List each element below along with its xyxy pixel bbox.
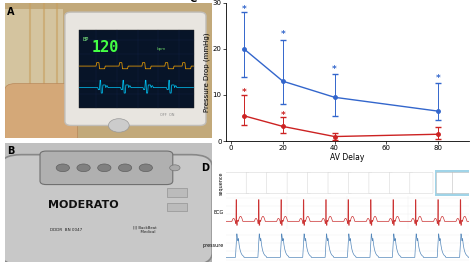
Text: *: * <box>241 88 246 97</box>
Text: *: * <box>436 74 440 83</box>
Circle shape <box>56 164 70 172</box>
FancyBboxPatch shape <box>369 172 392 193</box>
FancyBboxPatch shape <box>437 172 455 193</box>
Y-axis label: Pressure Drop (mmHg): Pressure Drop (mmHg) <box>203 32 210 112</box>
Text: *: * <box>280 30 285 39</box>
FancyBboxPatch shape <box>246 172 269 193</box>
Circle shape <box>77 164 90 172</box>
Text: ECG: ECG <box>213 210 223 215</box>
X-axis label: AV Delay: AV Delay <box>330 153 365 162</box>
Circle shape <box>170 165 180 171</box>
Text: ||| BackBeat
      Medical: ||| BackBeat Medical <box>133 226 157 234</box>
Text: OFF  ON: OFF ON <box>160 113 175 117</box>
FancyBboxPatch shape <box>410 172 433 193</box>
Circle shape <box>139 164 153 172</box>
FancyBboxPatch shape <box>40 151 173 184</box>
FancyBboxPatch shape <box>65 12 206 125</box>
FancyBboxPatch shape <box>0 155 212 265</box>
Circle shape <box>98 164 111 172</box>
Text: B: B <box>7 146 14 156</box>
FancyBboxPatch shape <box>226 172 249 193</box>
Bar <box>5 9 63 124</box>
Text: C: C <box>189 0 196 4</box>
Bar <box>80 30 193 108</box>
Text: *: * <box>241 5 246 14</box>
Text: *: * <box>332 65 337 74</box>
Circle shape <box>118 164 132 172</box>
Text: MODERATO: MODERATO <box>48 200 119 210</box>
FancyBboxPatch shape <box>452 172 471 193</box>
Text: D: D <box>201 163 210 173</box>
FancyBboxPatch shape <box>5 84 77 144</box>
Text: BP: BP <box>82 37 89 42</box>
Circle shape <box>109 119 129 132</box>
FancyBboxPatch shape <box>308 172 331 193</box>
FancyBboxPatch shape <box>328 172 351 193</box>
FancyBboxPatch shape <box>267 172 290 193</box>
FancyBboxPatch shape <box>5 157 216 265</box>
FancyBboxPatch shape <box>287 172 310 193</box>
Bar <box>435 170 469 196</box>
Bar <box>166 202 187 211</box>
Text: bpm: bpm <box>156 47 165 51</box>
Text: 120: 120 <box>92 40 119 55</box>
Text: DDDR  BN 0047: DDDR BN 0047 <box>50 228 82 232</box>
FancyBboxPatch shape <box>348 172 372 193</box>
Text: A: A <box>7 7 14 17</box>
FancyBboxPatch shape <box>389 172 412 193</box>
Bar <box>166 188 187 197</box>
Text: sequence: sequence <box>219 171 223 195</box>
Text: *: * <box>280 111 285 120</box>
Text: pressure: pressure <box>202 243 223 248</box>
